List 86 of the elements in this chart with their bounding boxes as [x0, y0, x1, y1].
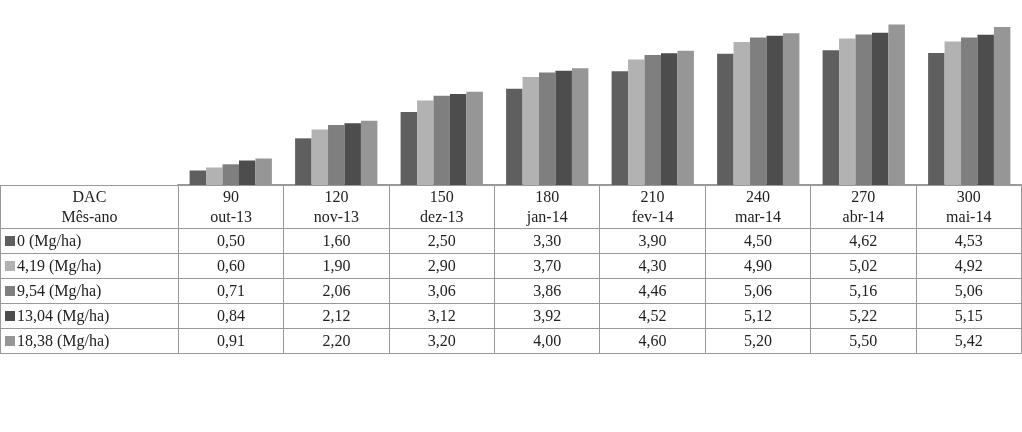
- bar: [344, 123, 361, 185]
- data-label: 1,60: [283, 228, 390, 254]
- data-label: 5,22: [810, 303, 917, 329]
- bar: [506, 88, 523, 185]
- data-label: 3,12: [389, 303, 495, 329]
- bar: [417, 100, 434, 185]
- legend-label: 9,54 (Mg/ha): [17, 282, 102, 299]
- bar: [433, 95, 450, 185]
- bar: [717, 53, 734, 185]
- x-tick-label: 210 fev-14: [599, 185, 706, 229]
- data-label: 0,91: [178, 328, 284, 354]
- data-label: 3,70: [494, 253, 600, 279]
- bar: [839, 38, 856, 185]
- data-label: 3,30: [494, 228, 600, 254]
- legend-label: 13,04 (Mg/ha): [17, 307, 110, 324]
- data-label: 3,92: [494, 303, 600, 329]
- x-tick-label: 180 jan-14: [494, 185, 600, 229]
- legend-label: 0 (Mg/ha): [17, 232, 82, 249]
- bar: [977, 34, 994, 185]
- bar: [189, 170, 207, 185]
- bar: [311, 129, 329, 185]
- bar: [750, 37, 767, 185]
- data-label: 2,06: [283, 278, 390, 304]
- bar: [944, 41, 962, 185]
- bar: [206, 167, 223, 185]
- data-label: 5,42: [916, 328, 1022, 354]
- data-label: 2,20: [283, 328, 390, 354]
- legend-label: 4,19 (Mg/ha): [17, 257, 102, 274]
- data-label: 4,00: [494, 328, 600, 354]
- data-label: 3,20: [389, 328, 495, 354]
- data-label: 3,90: [599, 228, 706, 254]
- bar: [555, 70, 572, 185]
- data-label: 3,86: [494, 278, 600, 304]
- data-label: 5,06: [705, 278, 811, 304]
- bar: [295, 138, 312, 185]
- data-label: 4,60: [599, 328, 706, 354]
- data-label: 5,16: [810, 278, 917, 304]
- data-label: 0,50: [178, 228, 284, 254]
- bar: [628, 59, 645, 185]
- bar: [222, 164, 239, 185]
- bar: [733, 42, 751, 185]
- data-label: 0,84: [178, 303, 284, 329]
- bar: [449, 94, 467, 185]
- bar: [522, 77, 540, 185]
- bar: [855, 34, 872, 185]
- data-label: 1,90: [283, 253, 390, 279]
- bar: [400, 112, 418, 185]
- bar: [644, 54, 661, 185]
- data-label: 4,90: [705, 253, 811, 279]
- bar: [822, 50, 840, 185]
- bar: [328, 124, 345, 185]
- x-axis-title: DAC Mês-ano: [0, 185, 179, 229]
- data-label: 4,46: [599, 278, 706, 304]
- x-tick-label: 240 mar-14: [705, 185, 811, 229]
- data-label: 4,50: [705, 228, 811, 254]
- data-label: 2,50: [389, 228, 495, 254]
- data-label: 5,06: [916, 278, 1022, 304]
- bar: [928, 52, 945, 185]
- x-tick-label: 120 nov-13: [283, 185, 390, 229]
- data-label: 5,12: [705, 303, 811, 329]
- data-label: 2,90: [389, 253, 495, 279]
- x-tick-label: 270 abr-14: [810, 185, 917, 229]
- bar: [660, 53, 678, 185]
- data-label: 2,12: [283, 303, 390, 329]
- data-label: 5,15: [916, 303, 1022, 329]
- legend-label: 18,38 (Mg/ha): [17, 332, 110, 349]
- x-tick-label: 150 dez-13: [389, 185, 495, 229]
- data-label: 5,20: [705, 328, 811, 354]
- data-label: 4,53: [916, 228, 1022, 254]
- data-label: 3,06: [389, 278, 495, 304]
- data-label: 4,62: [810, 228, 917, 254]
- bar: [611, 71, 629, 185]
- data-label: 4,92: [916, 253, 1022, 279]
- data-label: 4,30: [599, 253, 706, 279]
- data-label: 4,52: [599, 303, 706, 329]
- x-tick-label: 90 out-13: [178, 185, 284, 229]
- data-label: 5,50: [810, 328, 917, 354]
- data-label: 5,02: [810, 253, 917, 279]
- bar: [238, 160, 256, 185]
- bar: [539, 72, 556, 185]
- bar: [766, 35, 783, 185]
- data-label: 0,71: [178, 278, 284, 304]
- bar: [871, 32, 889, 185]
- data-label: 0,60: [178, 253, 284, 279]
- x-tick-label: 300 mai-14: [916, 185, 1022, 229]
- bar: [961, 37, 978, 185]
